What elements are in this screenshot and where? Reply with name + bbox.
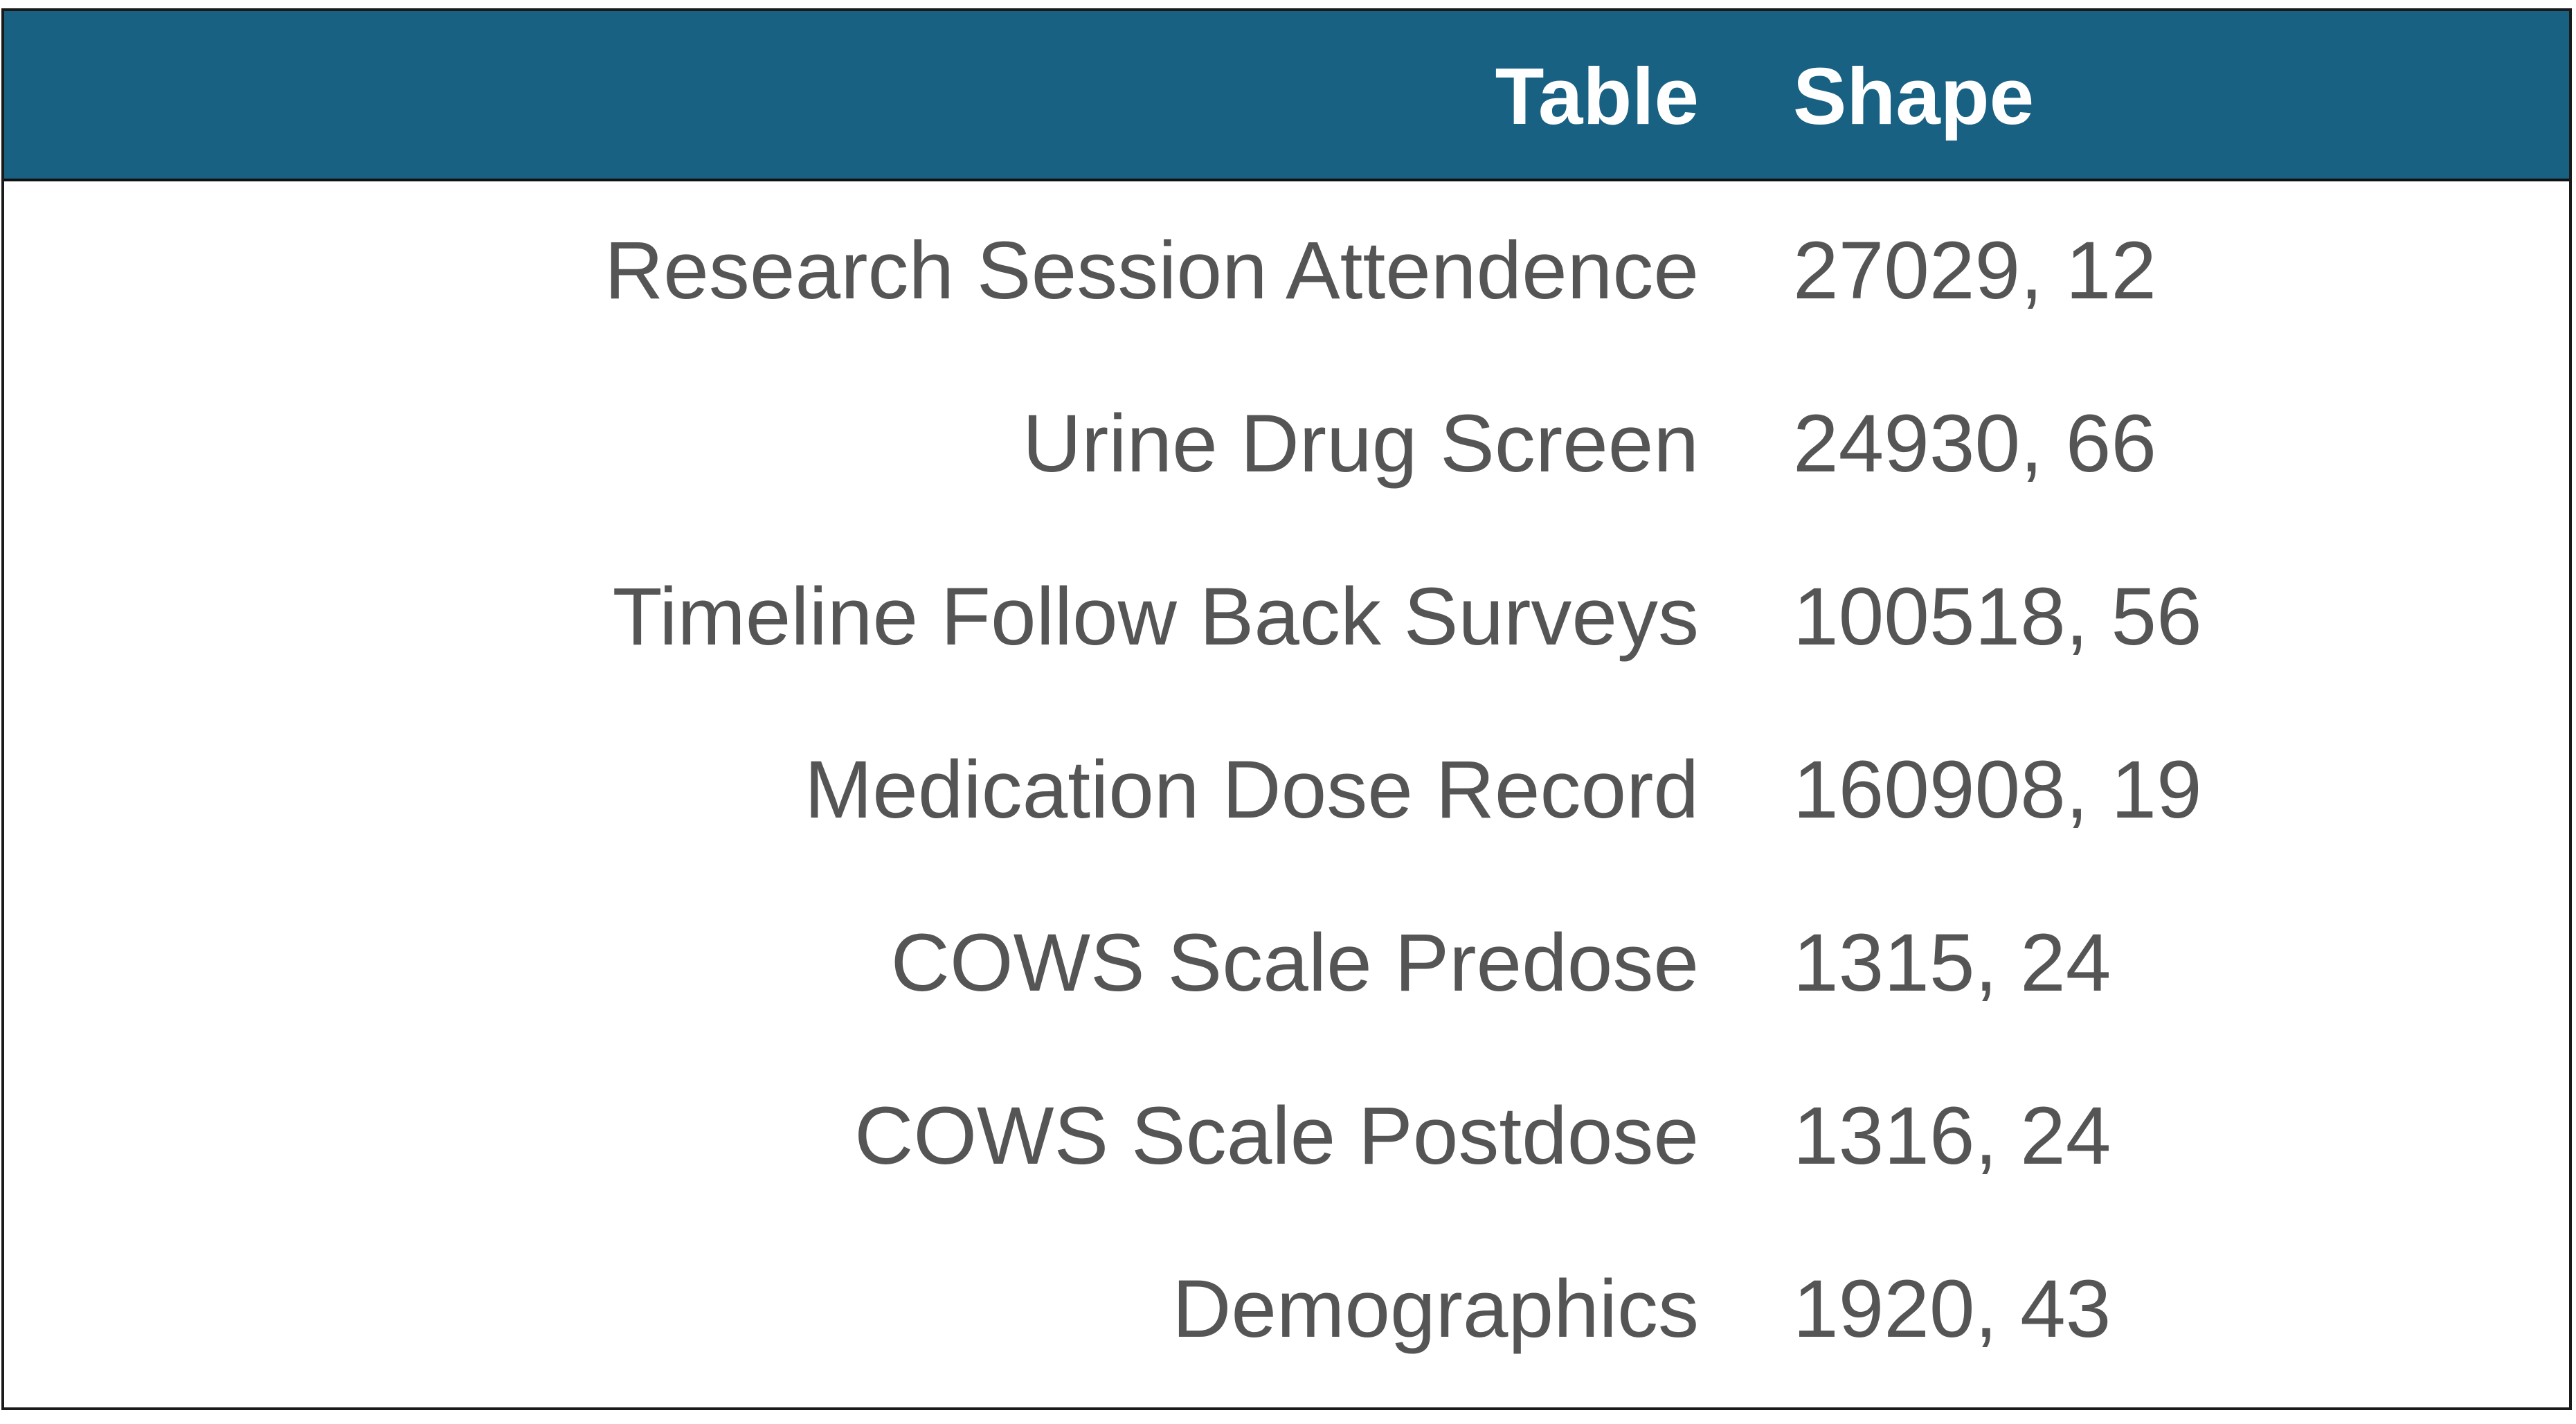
table-row: Timeline Follow Back Surveys 100518, 56 (4, 530, 2569, 703)
table-name-cell: Urine Drug Screen (1022, 398, 1699, 489)
shape-cell: 1316, 24 (1793, 1090, 2111, 1182)
shape-cell: 100518, 56 (1793, 571, 2202, 663)
shape-cell: 1315, 24 (1793, 917, 2111, 1009)
table-name-cell: COWS Scale Predose (890, 917, 1699, 1009)
column-header-table: Table (1495, 51, 1699, 141)
table-row: COWS Scale Predose 1315, 24 (4, 876, 2569, 1049)
table-header: Table Shape (4, 11, 2569, 181)
table-row: Medication Dose Record 160908, 19 (4, 703, 2569, 876)
shape-cell: 24930, 66 (1793, 398, 2156, 489)
table-name-cell: Research Session Attendence (604, 225, 1699, 316)
shape-cell: 1920, 43 (1793, 1263, 2111, 1355)
table-name-cell: Medication Dose Record (804, 744, 1699, 836)
table-name-cell: Timeline Follow Back Surveys (612, 571, 1699, 663)
table-row: Urine Drug Screen 24930, 66 (4, 357, 2569, 530)
table-row: Research Session Attendence 27029, 12 (4, 184, 2569, 357)
table-row: Demographics 1920, 43 (4, 1223, 2569, 1396)
column-header-shape: Shape (1793, 51, 2035, 141)
data-table: Table Shape Research Session Attendence … (1, 8, 2572, 1410)
table-name-cell: COWS Scale Postdose (854, 1090, 1699, 1182)
table-name-cell: Demographics (1172, 1263, 1699, 1355)
shape-cell: 160908, 19 (1793, 744, 2202, 836)
shape-cell: 27029, 12 (1793, 225, 2156, 316)
table-row: COWS Scale Postdose 1316, 24 (4, 1049, 2569, 1223)
